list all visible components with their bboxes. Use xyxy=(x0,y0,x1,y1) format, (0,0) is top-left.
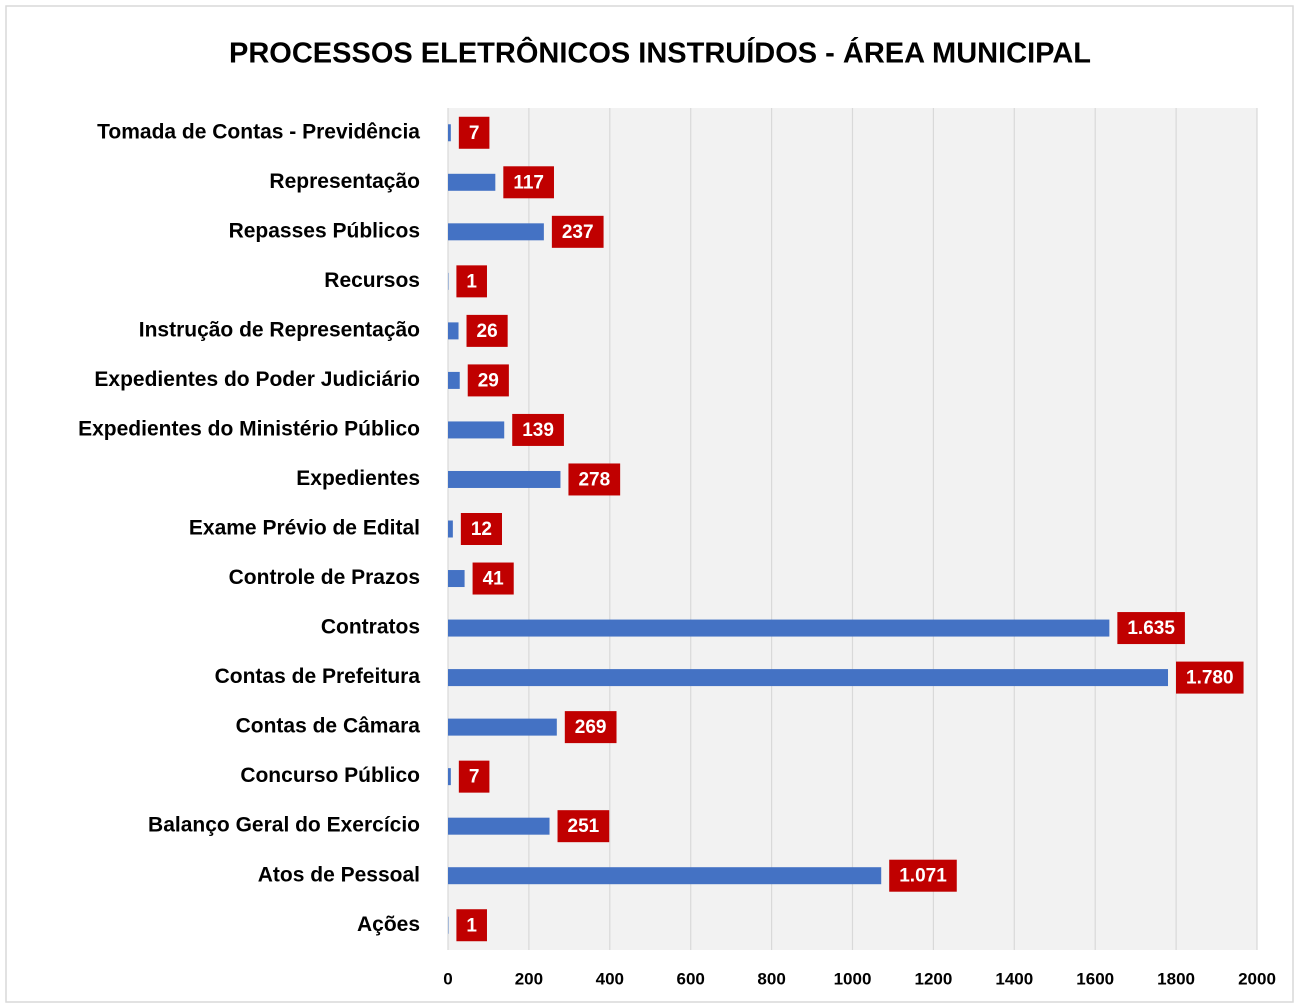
bar xyxy=(448,570,465,588)
x-tick-label: 1000 xyxy=(834,969,872,988)
value-label-box xyxy=(458,760,490,793)
bar xyxy=(448,619,1110,637)
bar xyxy=(448,223,544,241)
bar xyxy=(448,817,550,835)
bar xyxy=(448,322,459,340)
y-tick-label: Tomada de Contas - Previdência xyxy=(97,120,420,143)
value-label-box xyxy=(466,314,508,347)
value-label: 237 xyxy=(562,222,594,243)
y-tick-label: Repasses Públicos xyxy=(229,219,420,242)
bar xyxy=(448,867,882,885)
bar xyxy=(448,421,505,439)
value-label-box xyxy=(512,413,564,446)
bar xyxy=(448,173,496,191)
chart-title: PROCESSOS ELETRÔNICOS INSTRUÍDOS - ÁREA … xyxy=(229,36,1091,70)
bar xyxy=(448,768,451,786)
x-tick-label: 800 xyxy=(757,969,785,988)
value-label-box xyxy=(557,810,610,843)
y-tick-label: Contratos xyxy=(321,616,420,639)
bar xyxy=(448,520,453,538)
bar xyxy=(448,470,561,488)
bar xyxy=(448,124,451,142)
y-tick-label: Exame Prévio de Edital xyxy=(189,517,420,540)
value-label-box xyxy=(551,215,604,248)
y-tick-label: Expedientes xyxy=(296,467,420,490)
value-label: 1 xyxy=(466,271,477,292)
y-tick-label: Expedientes do Ministério Público xyxy=(78,417,420,440)
value-label-box xyxy=(564,711,617,744)
x-tick-label: 400 xyxy=(596,969,624,988)
y-tick-label: Instrução de Representação xyxy=(139,318,420,341)
y-tick-label: Expedientes do Poder Judiciário xyxy=(94,368,420,391)
value-label-box xyxy=(456,909,487,942)
value-label-box xyxy=(1117,612,1185,645)
value-label: 1 xyxy=(466,915,477,936)
value-label: 7 xyxy=(469,767,480,788)
value-label-box xyxy=(456,265,487,298)
x-tick-label: 1200 xyxy=(914,969,952,988)
x-tick-label: 1400 xyxy=(995,969,1033,988)
value-label: 251 xyxy=(568,816,600,837)
value-label-box xyxy=(460,513,502,545)
value-label: 29 xyxy=(478,370,499,391)
value-label: 1.071 xyxy=(899,866,947,887)
value-label: 12 xyxy=(471,519,492,540)
value-label: 26 xyxy=(477,321,498,342)
value-label-box xyxy=(568,463,621,496)
x-tick-label: 200 xyxy=(515,969,543,988)
value-label-box xyxy=(503,166,554,199)
x-tick-label: 0 xyxy=(443,969,452,988)
value-label: 278 xyxy=(578,469,610,490)
y-tick-label: Controle de Prazos xyxy=(229,566,420,589)
y-tick-label: Representação xyxy=(269,170,420,193)
value-label: 139 xyxy=(522,420,554,441)
bar xyxy=(448,669,1169,687)
value-label: 7 xyxy=(469,123,480,144)
y-tick-label: Concurso Público xyxy=(240,764,420,787)
value-label-box xyxy=(472,562,514,595)
x-tick-label: 1600 xyxy=(1076,969,1114,988)
x-tick-label: 600 xyxy=(677,969,705,988)
y-tick-label: Atos de Pessoal xyxy=(258,863,420,886)
value-label: 1.635 xyxy=(1127,618,1175,639)
value-label-box xyxy=(1176,661,1244,694)
value-label-box xyxy=(889,859,957,892)
x-tick-label: 2000 xyxy=(1238,969,1276,988)
y-tick-label: Contas de Prefeitura xyxy=(215,665,421,688)
value-label-box xyxy=(467,364,509,397)
value-label: 1.780 xyxy=(1186,668,1234,689)
y-tick-label: Ações xyxy=(357,913,420,936)
y-tick-label: Balanço Geral do Exercício xyxy=(148,814,420,837)
y-tick-label: Recursos xyxy=(324,269,420,292)
value-label: 117 xyxy=(513,172,544,193)
value-label: 41 xyxy=(483,569,505,590)
value-label-box xyxy=(458,116,490,149)
x-tick-label: 1800 xyxy=(1157,969,1195,988)
y-tick-label: Contas de Câmara xyxy=(236,715,421,738)
value-label: 269 xyxy=(575,717,607,738)
bar xyxy=(448,371,460,389)
bar xyxy=(448,718,557,736)
